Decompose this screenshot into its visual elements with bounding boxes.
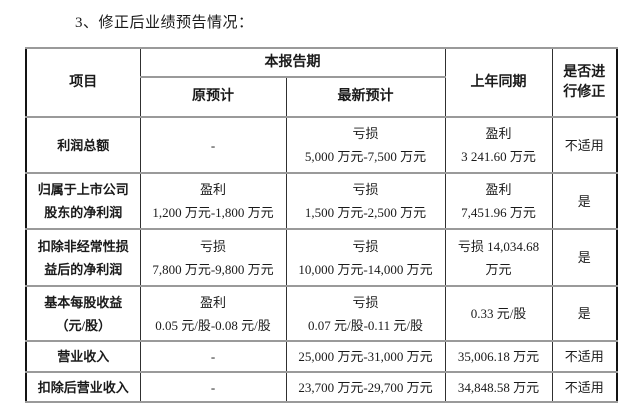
row-revised-cell: 是 [551, 285, 618, 342]
row-latest-cell: 23,700 万元-29,700 万元 [285, 371, 446, 403]
table-row: 利润总额 - 亏损 5,000 万元-7,500 万元 盈利 3 241.60 … [25, 116, 618, 174]
row-item-cell: 营业收入 [25, 340, 141, 373]
table-row: 扣除后营业收入 - 23,700 万元-29,700 万元 34,848.58 … [25, 371, 618, 403]
header-original: 原预计 [139, 76, 287, 118]
header-current-period: 本报告期 [139, 47, 446, 78]
header-item: 项目 [25, 47, 141, 118]
header-revised: 是否进 行修正 [551, 47, 618, 118]
row-latest-cell: 亏损 10,000 万元-14,000 万元 [285, 228, 446, 287]
header-row-sub: 原预计 最新预计 [26, 76, 617, 118]
row-item-cell: 扣除后营业收入 [25, 371, 141, 403]
table-row: 营业收入 - 25,000 万元-31,000 万元 35,006.18 万元 … [25, 340, 618, 373]
row-prev-year-cell: 35,006.18 万元 [444, 340, 553, 373]
row-prev-year-cell: 盈利 7,451.96 万元 [444, 172, 553, 230]
row-revised-cell: 不适用 [551, 116, 618, 174]
table-row: 扣除非经常性损 益后的净利润 亏损 7,800 万元-9,800 万元 亏损 1… [25, 228, 618, 287]
row-revised-cell: 是 [551, 228, 618, 287]
row-prev-year-cell: 盈利 3 241.60 万元 [444, 116, 553, 174]
row-original-cell: - [139, 116, 287, 174]
row-original-cell: - [139, 371, 287, 403]
row-original-cell: - [139, 340, 287, 373]
row-latest-cell: 亏损 5,000 万元-7,500 万元 [285, 116, 446, 174]
forecast-table: 项目 本报告期 上年同期 是否进 行修正 原预计 最新预计 利润总额 - 亏损 … [25, 47, 618, 403]
row-original-cell: 亏损 7,800 万元-9,800 万元 [139, 228, 287, 287]
row-revised-cell: 不适用 [551, 371, 618, 403]
row-item-cell: 归属于上市公司 股东的净利润 [25, 172, 141, 230]
row-original-cell: 盈利 1,200 万元-1,800 万元 [139, 172, 287, 230]
table-row: 归属于上市公司 股东的净利润 盈利 1,200 万元-1,800 万元 亏损 1… [25, 172, 618, 230]
row-latest-cell: 亏损 0.07 元/股-0.11 元/股 [285, 285, 446, 342]
header-latest: 最新预计 [285, 76, 446, 118]
row-revised-cell: 不适用 [551, 340, 618, 373]
row-item-cell: 基本每股收益 （元/股） [25, 285, 141, 342]
row-prev-year-cell: 34,848.58 万元 [444, 371, 553, 403]
section-title: 3、修正后业绩预告情况： [75, 15, 254, 31]
row-prev-year-cell: 0.33 元/股 [444, 285, 553, 342]
header-row-top: 项目 本报告期 上年同期 是否进 行修正 [25, 47, 618, 118]
row-item-cell: 利润总额 [25, 116, 141, 174]
header-prev-year: 上年同期 [444, 47, 553, 118]
row-revised-cell: 是 [551, 172, 618, 230]
row-latest-cell: 25,000 万元-31,000 万元 [285, 340, 446, 373]
row-latest-cell: 亏损 1,500 万元-2,500 万元 [285, 172, 446, 230]
row-prev-year-cell: 亏损 14,034.68 万元 [444, 228, 553, 287]
table-row: 基本每股收益 （元/股） 盈利 0.05 元/股-0.08 元/股 亏损 0.0… [25, 285, 618, 342]
row-item-cell: 扣除非经常性损 益后的净利润 [25, 228, 141, 287]
row-original-cell: 盈利 0.05 元/股-0.08 元/股 [139, 285, 287, 342]
